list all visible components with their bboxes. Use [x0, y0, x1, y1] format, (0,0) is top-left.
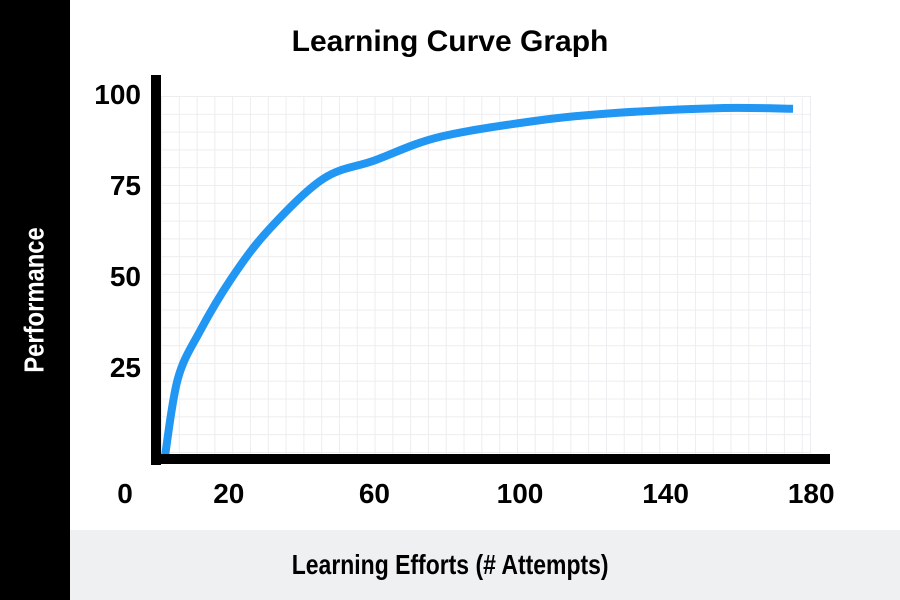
x-axis-line	[151, 454, 830, 464]
x-axis-label-strip: Learning Efforts (# Attempts)	[70, 530, 900, 600]
x-tick-label: 100	[496, 478, 544, 509]
y-tick-label: 100	[94, 79, 141, 110]
x-tick-label: 60	[358, 478, 390, 509]
y-axis-label-strip: Performance	[0, 0, 70, 600]
x-axis-label: Learning Efforts (# Attempts)	[291, 549, 609, 580]
x-tick-label: 180	[787, 478, 835, 509]
y-tick-label: 75	[109, 170, 141, 201]
y-tick-label: 25	[109, 352, 141, 383]
chart-title: Learning Curve Graph	[291, 25, 609, 58]
y-axis-line	[151, 75, 161, 465]
y-axis-label: Performance	[19, 227, 50, 373]
x-tick-label: 140	[642, 478, 689, 509]
y-tick-label: 50	[109, 261, 141, 292]
x-tick-label: 0	[117, 478, 133, 509]
x-tick-label: 20	[213, 478, 245, 509]
plot-grid	[161, 96, 811, 454]
